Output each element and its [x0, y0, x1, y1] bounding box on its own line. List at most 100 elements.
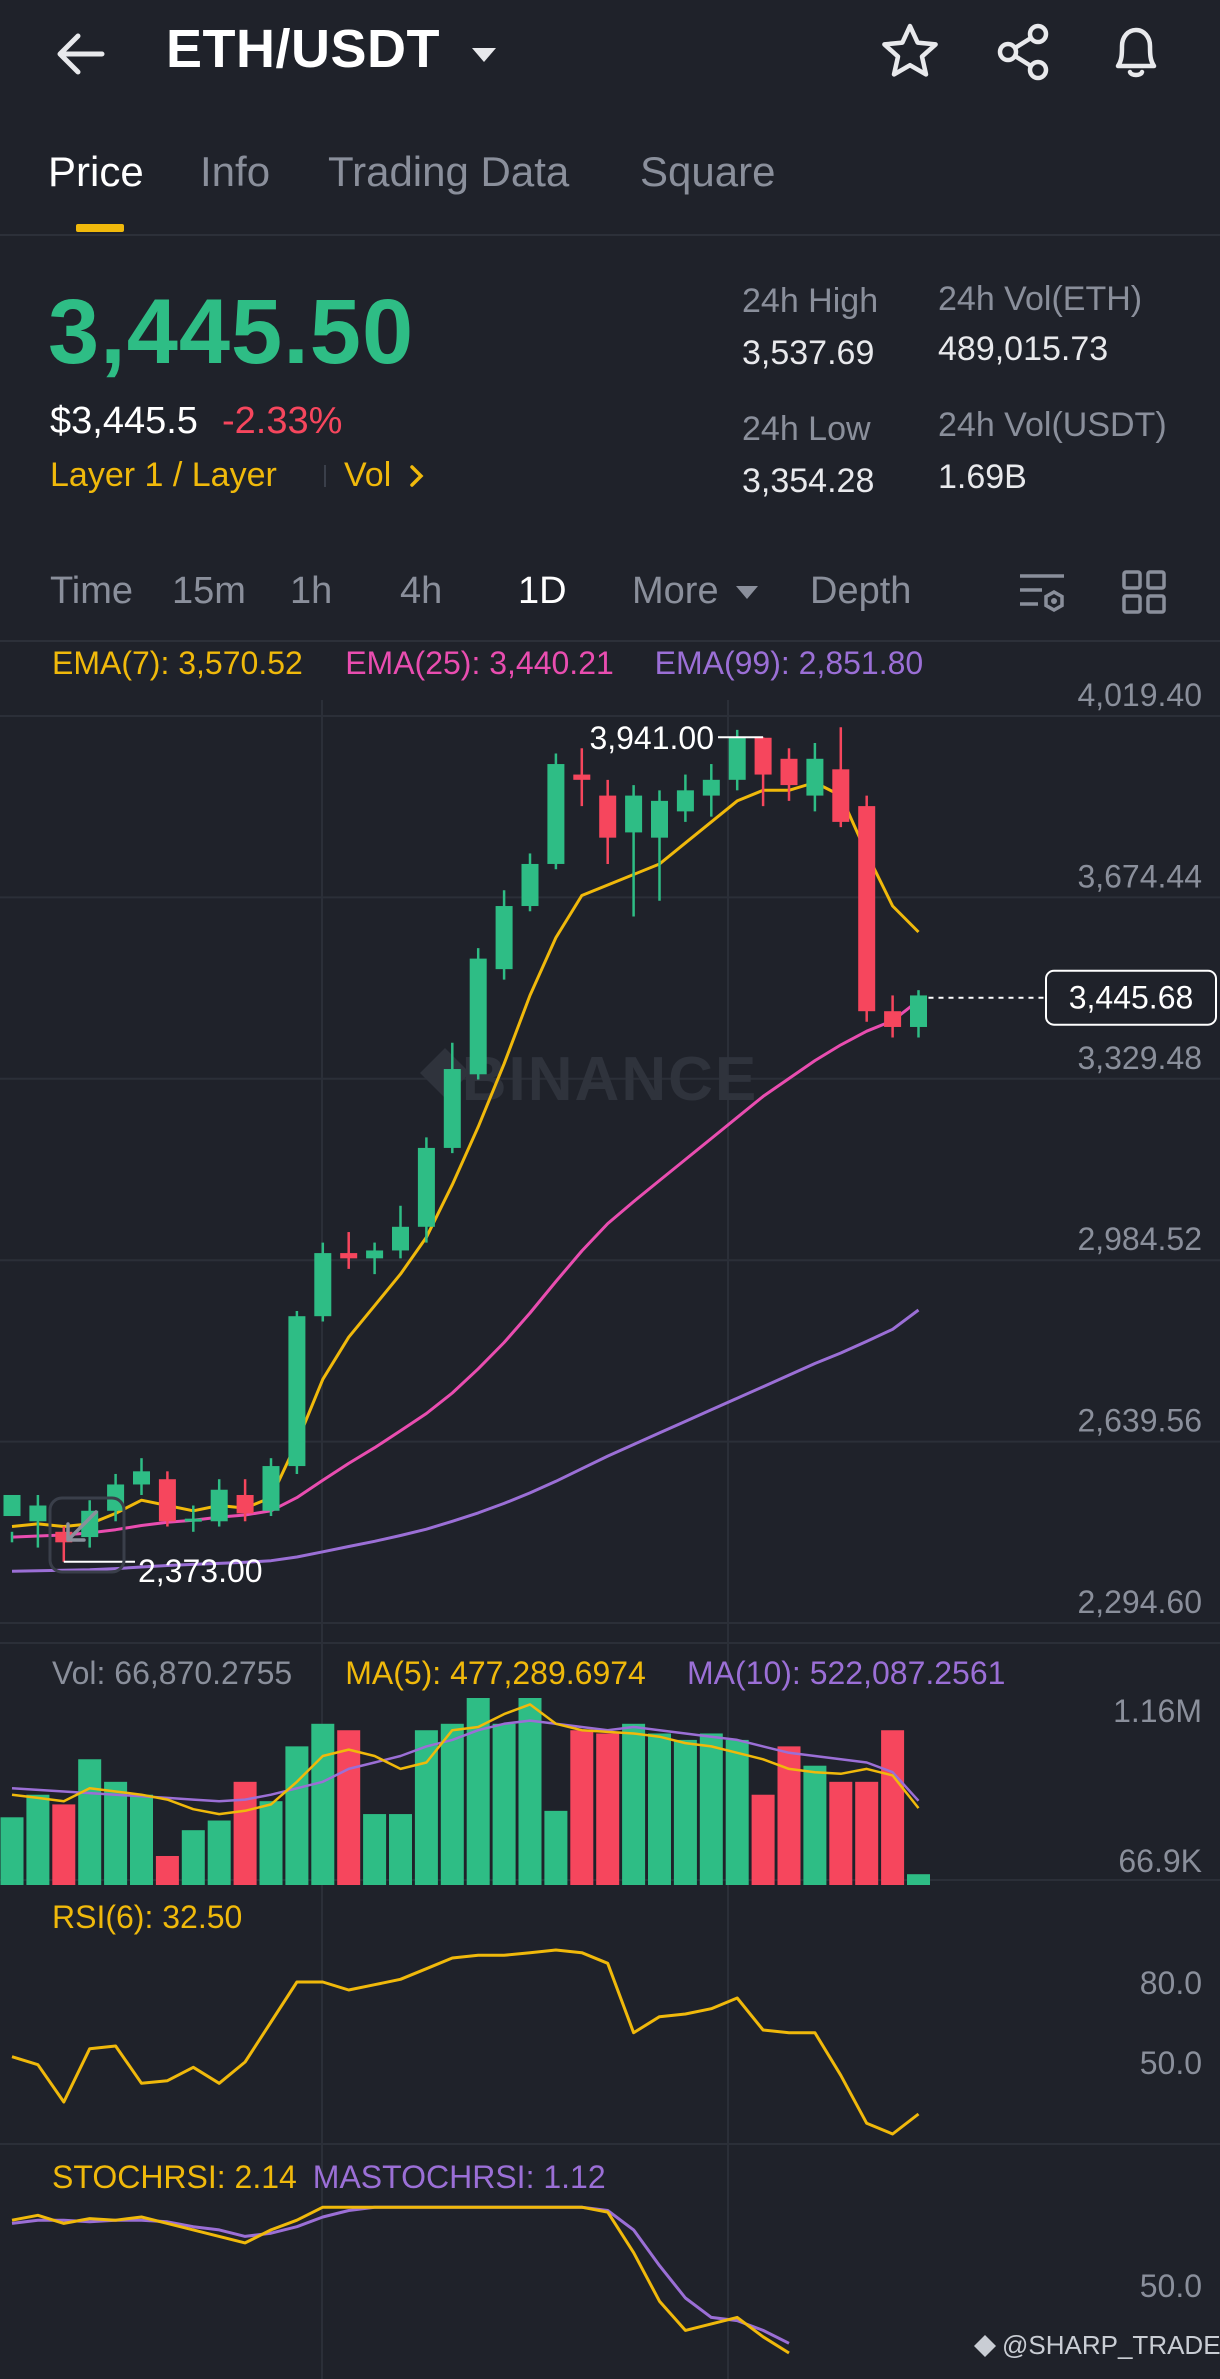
- candle-body: [55, 1531, 73, 1543]
- volume-bar: [389, 1814, 412, 1885]
- legend-entry: Vol: 66,870.2755: [52, 1655, 292, 1691]
- volume-bar: [570, 1730, 594, 1885]
- low-annotation-label: 2,373.00: [138, 1553, 263, 1589]
- tab-info[interactable]: Info: [200, 148, 271, 195]
- stat-low-value: 3,354.28: [742, 462, 875, 500]
- interval-more[interactable]: More: [632, 570, 719, 612]
- scroll-to-start-button[interactable]: [48, 1496, 126, 1574]
- legend-entry: MA(10): 522,087.2561: [687, 1655, 1005, 1691]
- vol-link[interactable]: Vol: [344, 456, 427, 495]
- volume-bar: [777, 1746, 801, 1885]
- candle-body: [780, 758, 798, 786]
- candle-body: [29, 1505, 47, 1522]
- tab-price[interactable]: Price: [48, 148, 144, 195]
- volume-bar: [492, 1723, 516, 1885]
- stat-vol-base-value: 489,015.73: [938, 330, 1109, 368]
- interval-1d[interactable]: 1D: [518, 570, 567, 612]
- divider: [0, 234, 1220, 236]
- volume-bar: [104, 1781, 128, 1885]
- layout-button[interactable]: [1120, 568, 1168, 616]
- divider: [0, 640, 1220, 642]
- chart-grid: [0, 700, 1220, 2379]
- candle-body: [625, 795, 643, 833]
- volume-bar: [181, 1830, 205, 1885]
- share-button[interactable]: [992, 20, 1056, 84]
- interval-15m[interactable]: 15m: [172, 570, 246, 612]
- chart-settings-button[interactable]: [1016, 566, 1068, 618]
- caret-down-icon: [472, 48, 496, 62]
- tag-separator: [324, 465, 326, 487]
- candle-body: [288, 1316, 306, 1467]
- candle-body: [81, 1510, 99, 1538]
- candle-body: [210, 1489, 228, 1522]
- y-tick-label: 1.16M: [1113, 1693, 1202, 1729]
- stat-vol-quote-value: 1.69B: [938, 458, 1027, 496]
- volume-bar: [130, 1794, 153, 1885]
- candle-body: [158, 1479, 176, 1522]
- candle-body: [236, 1494, 254, 1514]
- volume-bar: [0, 1817, 24, 1885]
- favorite-button[interactable]: [878, 20, 942, 84]
- candle-body: [417, 1147, 435, 1227]
- volume-bar: [907, 1874, 930, 1885]
- alert-button[interactable]: [1104, 20, 1168, 84]
- candle-body: [599, 795, 617, 838]
- candles: [3, 727, 927, 1562]
- interval-depth[interactable]: Depth: [810, 570, 912, 612]
- annotations: 3,941.00 2,373.00 3,445.68: [63, 720, 1217, 1589]
- grid-layout-icon: [1122, 570, 1166, 614]
- candle-body: [340, 1253, 358, 1259]
- y-tick-label: 3,674.44: [1077, 858, 1202, 894]
- volume-bar: [751, 1794, 775, 1885]
- volume-bar: [363, 1814, 387, 1885]
- chart-area[interactable]: BINANCE 3,941.00 2,373.00 3,445.68 4,019.4…: [0, 640, 1220, 2379]
- star-icon: [882, 23, 938, 77]
- interval-4h[interactable]: 4h: [400, 570, 443, 612]
- binance-watermark: BINANCE: [462, 1045, 758, 1114]
- volume-bar: [648, 1733, 671, 1885]
- fiat-price: $3,445.5: [50, 400, 198, 442]
- category-tag[interactable]: Layer 1 / Layer: [50, 456, 277, 494]
- candle-body: [3, 1494, 21, 1517]
- interval-time[interactable]: Time: [50, 570, 134, 612]
- legend-entry: EMA(25): 3,440.21: [345, 645, 614, 681]
- volume-bar: [233, 1781, 257, 1885]
- candle-body: [884, 1011, 902, 1027]
- candle-body: [728, 737, 746, 780]
- tab-square[interactable]: Square: [640, 148, 776, 195]
- volume-bar: [829, 1781, 853, 1885]
- ema99-line: [11, 1308, 920, 1573]
- volume-bar: [285, 1746, 309, 1885]
- ema-lines: [11, 781, 920, 1573]
- back-button[interactable]: [50, 22, 114, 86]
- volume-pane: [0, 1698, 930, 1885]
- stat-vol-base-label: 24h Vol(ETH): [938, 280, 1143, 318]
- volume-bar: [725, 1739, 749, 1885]
- volume-bar: [52, 1804, 76, 1885]
- pair-title[interactable]: ETH/USDT: [166, 19, 440, 79]
- volume-bar: [518, 1698, 542, 1885]
- caret-down-icon: [736, 586, 758, 599]
- last-price-label: 3,445.68: [1069, 980, 1194, 1016]
- candle-body: [469, 958, 487, 1075]
- volume-bar: [803, 1765, 827, 1885]
- top-bar: ETH/USDT: [0, 0, 1220, 110]
- stochrsi-pane: [11, 2205, 790, 2355]
- y-tick-label: 50.0: [1140, 2045, 1202, 2081]
- volume-bar: [440, 1723, 464, 1885]
- candle-body: [573, 774, 591, 780]
- interval-1h[interactable]: 1h: [290, 570, 333, 612]
- bell-icon: [1115, 27, 1157, 78]
- candle-body: [262, 1466, 280, 1511]
- stochrsi-line: [11, 2205, 790, 2355]
- candle-body: [754, 737, 772, 775]
- pair-dropdown[interactable]: [466, 36, 502, 72]
- ema25-line: [11, 999, 920, 1539]
- y-tick-label: 3,329.48: [1077, 1040, 1202, 1076]
- change-percent: -2.33%: [222, 400, 343, 442]
- tab-trading-data[interactable]: Trading Data: [328, 148, 570, 195]
- y-tick-label: 50.0: [1140, 2268, 1202, 2304]
- y-tick-label: 2,639.56: [1077, 1403, 1202, 1439]
- stat-low-label: 24h Low: [742, 410, 871, 448]
- legend-entry: EMA(7): 3,570.52: [52, 645, 303, 681]
